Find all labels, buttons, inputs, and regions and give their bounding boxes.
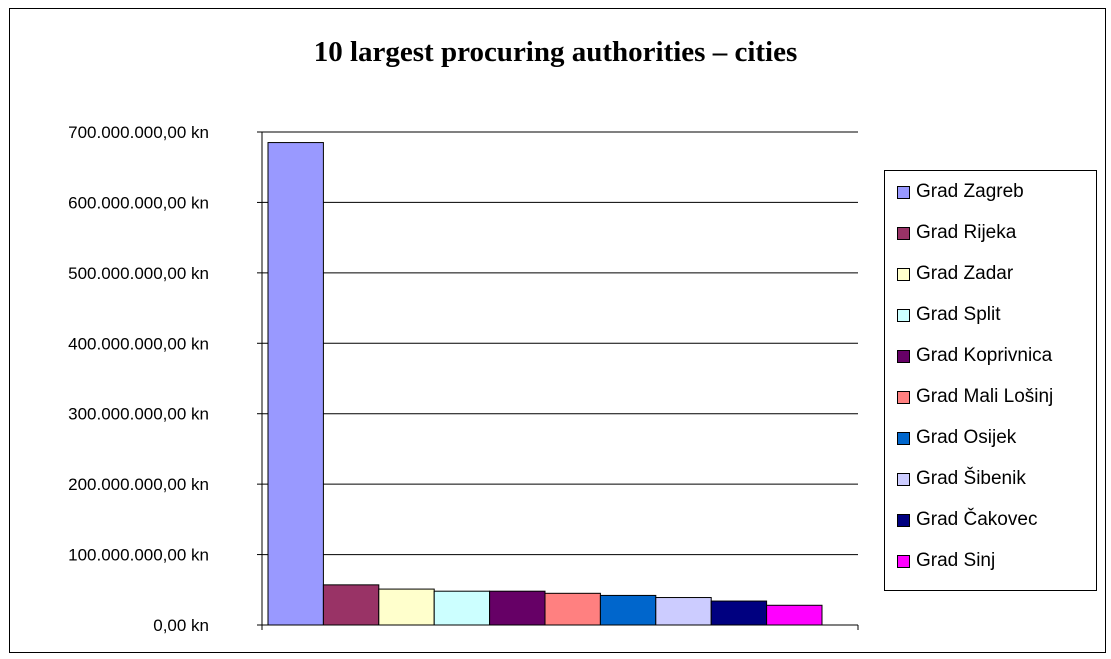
y-tick-label: 500.000.000,00 kn [68,264,209,283]
legend-swatch [897,185,910,199]
bar-grad-rijeka [322,584,380,626]
legend: Grad Zagreb Grad Rijeka Grad Zadar Grad Spl… [884,170,1097,591]
y-tick-label: 600.000.000,00 kn [68,193,209,212]
legend-label: Grad Zadar [916,263,1014,284]
legend-item: Grad Zadar [897,259,1013,289]
legend-label: Grad Sinj [916,550,996,571]
legend-item: Grad Koprivnica [897,341,1052,371]
legend-label: Grad Šibenik [916,468,1026,489]
legend-swatch [897,513,910,527]
bar-grad-mali-lošinj [544,592,601,626]
grid-lines [262,131,858,556]
y-tick-label: 300.000.000,00 kn [68,405,209,424]
bar-grad-čakovec [710,600,768,626]
bar-grad-šibenik [655,597,712,626]
legend-item: Grad Sinj [897,546,995,576]
legend-item: Grad Mali Lošinj [897,382,1053,412]
legend-swatch [897,472,910,486]
legend-item: Grad Zagreb [897,177,1024,207]
y-tick-label: 0,00 kn [153,616,209,635]
bar-grad-osijek [599,594,657,626]
legend-label: Grad Čakovec [916,509,1038,530]
legend-swatch [897,431,910,445]
legend-item: Grad Čakovec [897,505,1037,535]
axes [261,132,859,630]
y-axis-ticks: 0,00 kn 100.000.000,00 kn 200.000.000,00 k… [68,123,262,635]
legend-swatch [897,308,910,322]
y-tick-label: 200.000.000,00 kn [68,475,209,494]
legend-item: Grad Šibenik [897,464,1026,494]
y-tick-label: 100.000.000,00 kn [68,546,209,565]
y-tick-label: 400.000.000,00 kn [68,334,209,353]
y-tick-label: 700.000.000,00 kn [68,123,209,142]
legend-item: Grad Rijeka [897,218,1016,248]
legend-label: Grad Mali Lošinj [916,386,1054,407]
legend-label: Grad Osijek [916,427,1017,448]
legend-label: Grad Split [916,304,1001,325]
legend-swatch [897,554,910,568]
legend-item: Grad Split [897,300,1000,330]
legend-swatch [897,226,910,240]
legend-label: Grad Zagreb [916,181,1024,202]
bar-grad-split [433,590,491,626]
legend-item: Grad Osijek [897,423,1016,453]
legend-swatch [897,349,910,363]
legend-swatch [897,267,910,281]
bar-grad-zagreb [267,142,324,626]
bar-grad-sinj [766,604,823,626]
bar-grad-zadar [378,588,435,626]
legend-label: Grad Rijeka [916,222,1017,243]
bar-grad-koprivnica [489,590,546,626]
chart-title: 10 largest procuring authorities – citie… [313,36,798,68]
bars [267,142,823,626]
legend-swatch [897,390,910,404]
legend-label: Grad Koprivnica [916,345,1053,366]
